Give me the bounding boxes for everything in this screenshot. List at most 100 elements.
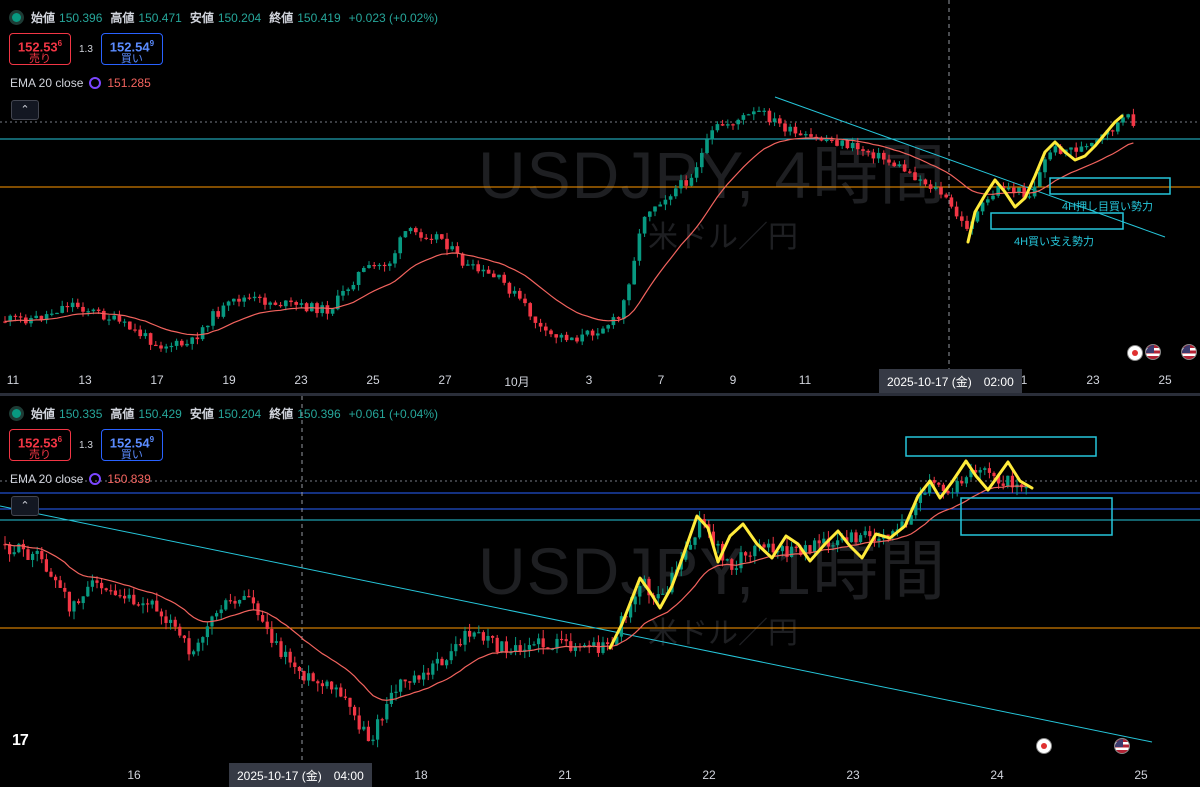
- candle-body: [528, 303, 533, 317]
- candle-body: [12, 552, 16, 555]
- candle-body: [996, 476, 1001, 484]
- candle-body: [472, 632, 476, 637]
- candle-body: [863, 531, 867, 536]
- crosshair-time-label: 2025-10-17 (金) 04:00: [229, 763, 372, 787]
- candle-body: [1024, 487, 1028, 489]
- us-flag-icon[interactable]: [1114, 738, 1130, 754]
- indicator-legend[interactable]: EMA 20 close 150.839: [10, 472, 151, 486]
- spread-value: 1.3: [79, 439, 93, 451]
- candle-body: [766, 543, 771, 548]
- japan-flag-icon[interactable]: [1036, 738, 1052, 754]
- refresh-icon[interactable]: [89, 77, 102, 89]
- candle-body: [341, 290, 345, 296]
- candle-body: [780, 546, 785, 552]
- candle-body: [81, 596, 85, 604]
- candle-body: [86, 586, 90, 597]
- pane-divider[interactable]: [0, 393, 1200, 396]
- candle-body: [876, 152, 881, 159]
- sell-label: 売り: [29, 449, 51, 462]
- candle-body: [746, 114, 751, 116]
- open-value: 150.396: [59, 10, 103, 25]
- candle-body: [348, 697, 352, 707]
- candle-body: [777, 118, 782, 124]
- buy-button[interactable]: 152.549 買い: [100, 429, 163, 461]
- chevron-up-icon: ⌃: [20, 104, 30, 116]
- ema-line: [4, 485, 1027, 701]
- candle-body: [783, 123, 787, 132]
- candle-body: [435, 658, 440, 664]
- candle-body: [656, 594, 660, 599]
- x-tick-label: 22: [702, 768, 716, 782]
- candle-body: [532, 644, 536, 646]
- collapse-legend-button[interactable]: ⌃: [11, 100, 39, 120]
- candle-body: [1017, 187, 1021, 193]
- candle-body: [450, 246, 455, 250]
- buy-price: 152.54: [109, 39, 150, 55]
- sell-button[interactable]: 152.536 売り: [9, 33, 71, 65]
- candle-body: [891, 531, 895, 535]
- candle-body: [927, 480, 932, 494]
- candle-body: [632, 260, 637, 285]
- candle-body: [58, 580, 62, 588]
- candle-body: [829, 139, 834, 142]
- candle-body: [113, 590, 118, 596]
- candle-body: [431, 663, 435, 675]
- candle-body: [736, 119, 741, 125]
- buy-button[interactable]: 152.549 買い: [100, 33, 163, 65]
- candle-body: [408, 228, 413, 232]
- chart-pane-1h[interactable]: USDJPY, 1時間 米ドル／円 始値 150.335 高値 150.429 安値…: [0, 396, 1200, 787]
- chevron-up-icon: ⌃: [20, 500, 30, 512]
- symbol-watermark-sub: 米ドル／円: [648, 221, 798, 254]
- candle-body: [538, 322, 543, 327]
- candle-body: [886, 534, 890, 536]
- candle-body: [214, 613, 219, 617]
- us-flag-icon[interactable]: [1145, 344, 1161, 360]
- candle-body: [141, 603, 145, 606]
- x-tick-label: 10月: [504, 375, 530, 389]
- candle-body: [720, 124, 725, 126]
- candle-body: [117, 315, 122, 322]
- candle-body: [1043, 159, 1047, 173]
- high-label: 高値: [110, 11, 135, 25]
- candle-body: [918, 493, 923, 503]
- candle-body: [819, 137, 824, 141]
- candle-body: [454, 644, 458, 652]
- japan-flag-icon[interactable]: [1127, 345, 1143, 361]
- candle-body: [196, 642, 200, 652]
- highlight-path: [966, 114, 1124, 244]
- us-flag-icon[interactable]: [1181, 344, 1197, 360]
- candle-body: [831, 545, 835, 547]
- candle-body: [978, 469, 982, 473]
- candle-body: [145, 603, 150, 605]
- candle-body: [252, 296, 257, 299]
- chart-pane-4h[interactable]: USDJPY, 4時間 米ドル／円 始値 150.396 高値 150.471 安値…: [0, 0, 1200, 393]
- x-tick-label: 27: [438, 373, 452, 387]
- candle-body: [164, 616, 168, 623]
- candle-body: [849, 532, 854, 543]
- x-tick-label: 25: [1134, 768, 1148, 782]
- candle-body: [107, 319, 111, 321]
- price-chart-4h[interactable]: [0, 0, 1200, 393]
- candle-body: [187, 638, 191, 655]
- candle-body: [190, 337, 195, 344]
- candle-body: [417, 675, 421, 680]
- refresh-icon[interactable]: [89, 473, 102, 485]
- candle-body: [877, 538, 881, 542]
- candle-body: [772, 118, 777, 123]
- candle-body: [237, 298, 241, 302]
- tradingview-logo[interactable]: 17: [12, 732, 29, 749]
- sell-button[interactable]: 152.536 売り: [9, 429, 71, 461]
- crosshair-time-label: 2025-10-17 (金) 02:00: [879, 369, 1022, 393]
- candle-body: [356, 271, 361, 285]
- ema-name: EMA 20 close: [10, 472, 84, 486]
- candle-body: [361, 267, 366, 272]
- candle-body: [330, 309, 335, 314]
- candle-body: [711, 531, 716, 546]
- candle-body: [1089, 142, 1094, 147]
- candle-body: [3, 544, 7, 546]
- indicator-legend[interactable]: EMA 20 close 151.285: [10, 76, 151, 90]
- collapse-legend-button[interactable]: ⌃: [11, 496, 39, 516]
- price-chart-1h[interactable]: [0, 396, 1200, 787]
- candle-body: [595, 333, 600, 336]
- market-status-icon: [12, 13, 21, 22]
